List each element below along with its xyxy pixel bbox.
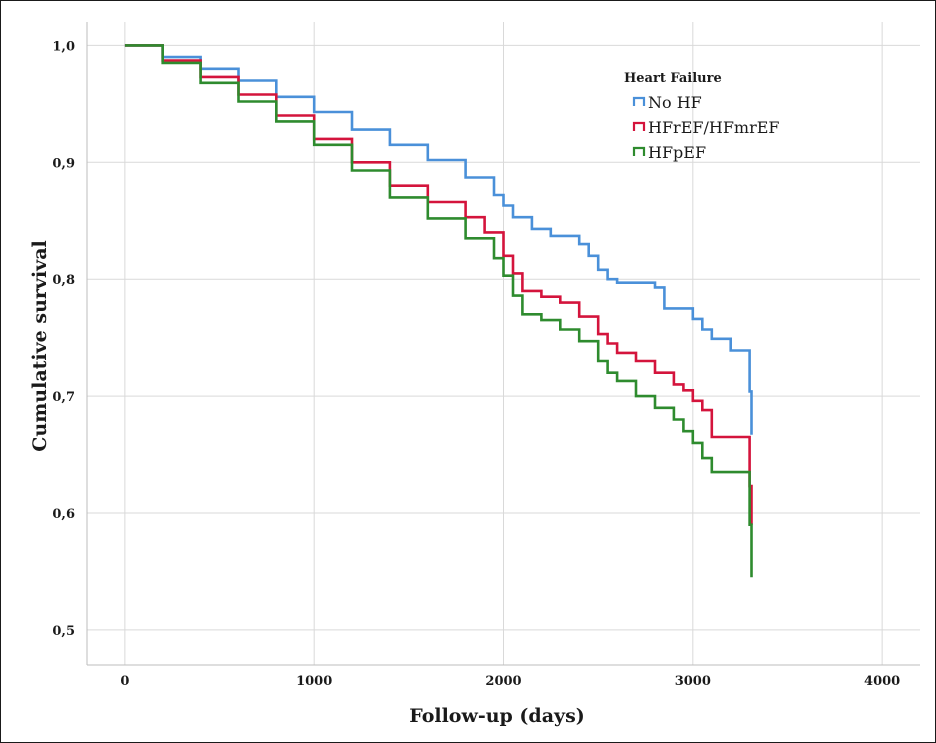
y-tick-label: 1,0 — [52, 39, 75, 54]
y-tick-label: 0,9 — [52, 156, 75, 171]
y-tick-label: 0,7 — [52, 390, 75, 405]
x-tick-label: 4000 — [864, 674, 900, 689]
series-layer — [124, 44, 753, 578]
x-tick-label: 3000 — [675, 674, 711, 689]
legend-swatch-2 — [632, 146, 646, 156]
grid-lines — [87, 22, 920, 665]
x-axis-title: Follow-up (days) — [409, 705, 585, 727]
y-axis-title: Cumulative survival — [29, 240, 51, 451]
y-tick-label: 0,5 — [52, 624, 75, 639]
x-tick-label: 2000 — [485, 674, 521, 689]
y-tick-label: 0,6 — [52, 507, 75, 522]
legend-swatch-1 — [632, 121, 646, 131]
legend-label-1: HFrEF/HFmrEF — [648, 118, 780, 137]
legend: Heart Failure No HF HFrEF/HFmrEF HFpEF — [624, 71, 780, 162]
legend-title: Heart Failure — [624, 71, 722, 86]
series-line-2 — [124, 44, 753, 578]
axes — [86, 22, 920, 666]
series-line-0 — [124, 44, 753, 435]
legend-label-2: HFpEF — [648, 143, 706, 162]
tick-labels: 0 1000 2000 3000 4000 0,5 0,6 0,7 0,8 0,9 1,0 — [52, 39, 900, 689]
legend-label-0: No HF — [648, 93, 702, 112]
legend-swatch-0 — [632, 96, 646, 106]
y-tick-label: 0,8 — [52, 273, 75, 288]
x-tick-label: 0 — [120, 674, 129, 689]
x-tick-label: 1000 — [296, 674, 332, 689]
